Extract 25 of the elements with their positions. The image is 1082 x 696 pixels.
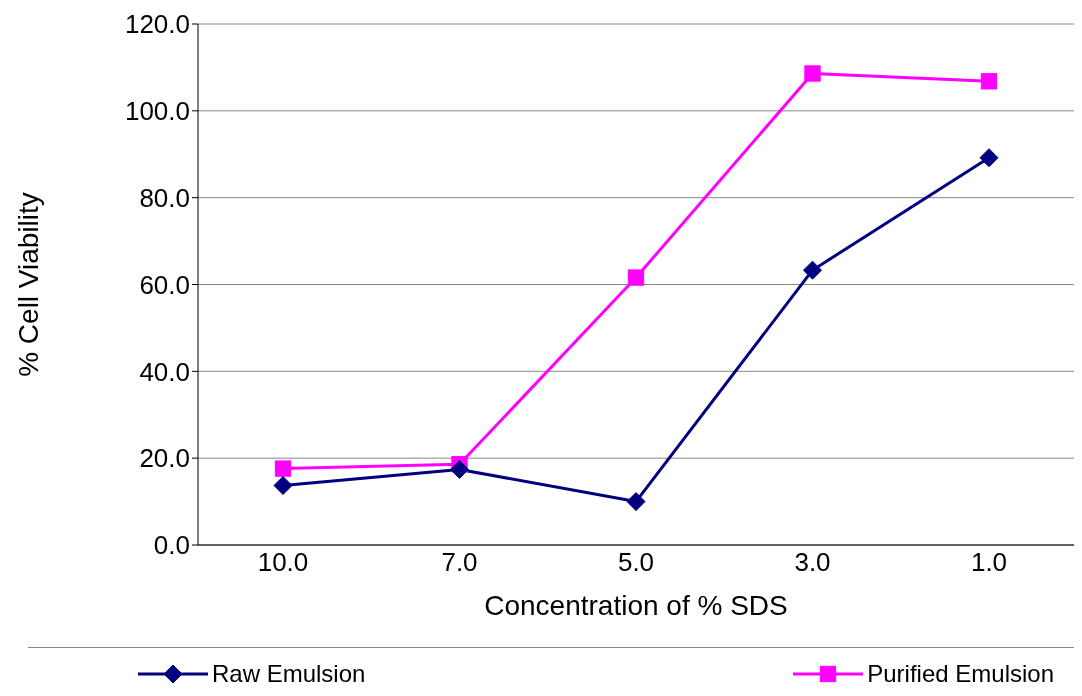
legend-label: Purified Emulsion bbox=[867, 660, 1054, 688]
point bbox=[627, 269, 645, 286]
y-tick-label: 0.0 bbox=[153, 530, 190, 561]
point bbox=[626, 492, 646, 512]
point bbox=[979, 148, 999, 168]
point bbox=[273, 476, 293, 496]
point bbox=[980, 73, 998, 90]
x-tick-label: 10.0 bbox=[257, 547, 309, 578]
point bbox=[274, 460, 292, 477]
y-tick-label: 60.0 bbox=[139, 269, 190, 300]
x-tick-label: 3.0 bbox=[794, 547, 831, 578]
y-tick-label: 120.0 bbox=[124, 9, 190, 40]
x-tick-label: 1.0 bbox=[970, 547, 1008, 578]
y-tick-label: 20.0 bbox=[139, 443, 190, 474]
y-tick-label: 80.0 bbox=[139, 182, 190, 213]
legend-label: Raw Emulsion bbox=[212, 660, 366, 688]
x-tick-label: 7.0 bbox=[441, 547, 478, 578]
y-axis-title: % Cell Viability bbox=[12, 192, 44, 377]
x-axis-title: Concentration of % SDS bbox=[484, 590, 788, 621]
y-tick-label: 40.0 bbox=[139, 356, 190, 387]
y-tick-label: 100.0 bbox=[124, 96, 190, 127]
point bbox=[804, 65, 821, 82]
point bbox=[803, 260, 822, 280]
point bbox=[450, 459, 469, 479]
x-tick-label: 5.0 bbox=[617, 547, 655, 578]
